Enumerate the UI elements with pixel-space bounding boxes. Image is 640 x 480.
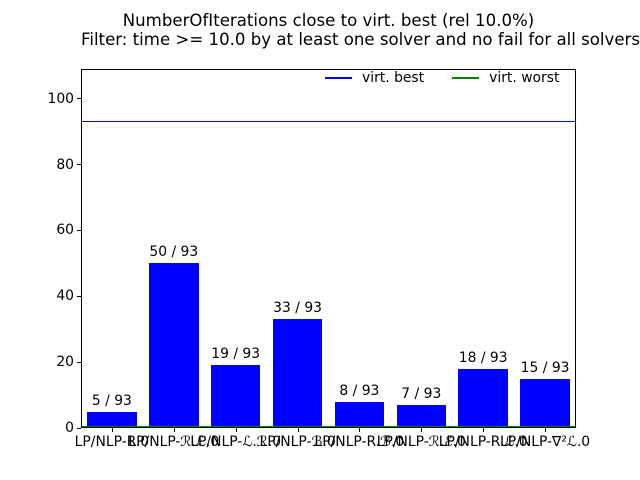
chart-title-line1: NumberOfIterations close to virt. best (… <box>122 11 535 30</box>
y-tick-label: 80 <box>56 156 74 173</box>
x-tick-label: LP/NLP-R.0 <box>74 434 150 450</box>
legend: virt. best virt. worst <box>325 69 559 87</box>
x-tick-label: LP/NLP-ℛ.ℒ.0 <box>128 434 220 450</box>
legend-item-virt-worst: virt. worst <box>452 70 559 87</box>
legend-label-virt-best: virt. best <box>362 69 425 86</box>
bar <box>149 263 199 428</box>
x-tick-label: LP/NLP-ℛ.ℰ.0 <box>376 434 466 450</box>
bar <box>272 319 323 428</box>
bar-value-label: 18 / 93 <box>458 349 508 366</box>
y-tick-mark <box>77 164 81 165</box>
chart-title-line2: Filter: time >= 10.0 by at least one sol… <box>81 30 640 49</box>
bar-value-label: 15 / 93 <box>520 359 570 376</box>
x-tick-mark <box>483 428 485 432</box>
chart-title: NumberOfIterations close to virt. best (… <box>81 11 640 49</box>
virt-worst-line-icon <box>452 77 480 79</box>
bar-value-label: 50 / 93 <box>149 244 199 261</box>
y-tick-label: 20 <box>56 354 74 371</box>
x-tick-mark <box>111 428 113 432</box>
bar <box>458 368 508 428</box>
virt-best-line-icon <box>325 77 352 79</box>
bar <box>87 411 137 428</box>
virt-worst-line <box>81 425 576 428</box>
y-tick-mark <box>77 98 81 100</box>
x-tick-label: LP/NLP-ℒ.ℛ.0 <box>190 434 282 450</box>
bar-value-label: 19 / 93 <box>211 346 261 363</box>
y-tick-mark <box>77 361 81 363</box>
bar-value-label: 5 / 93 <box>91 392 132 409</box>
bar <box>210 365 261 428</box>
bar-value-label: 8 / 93 <box>339 382 380 399</box>
y-tick-mark <box>77 229 81 231</box>
x-tick-label: LP/NLP-R.ℒ.0 <box>438 434 528 450</box>
y-tick-label: 100 <box>47 90 74 107</box>
legend-label-virt-worst: virt. worst <box>489 69 560 86</box>
x-tick-mark <box>297 428 299 432</box>
legend-item-virt-best: virt. best <box>325 70 424 87</box>
y-tick-mark <box>77 295 81 297</box>
virt-best-line <box>81 120 576 123</box>
bar <box>334 401 385 428</box>
y-tick-label: 0 <box>65 420 74 436</box>
x-tick-mark <box>235 428 237 432</box>
x-tick-mark <box>545 428 547 432</box>
bar-value-label: 33 / 93 <box>273 300 323 317</box>
bar <box>396 404 447 428</box>
x-tick-label: LP/NLP-R.ℬ.0 <box>314 434 405 450</box>
x-tick-mark <box>421 428 423 432</box>
y-tick-mark <box>77 427 81 429</box>
x-tick-label: LP/NLP-ℬ.0 <box>259 434 336 450</box>
y-tick-label: 40 <box>56 288 74 305</box>
x-tick-label: LP/NLP-∇²ℒ.0 <box>500 434 591 450</box>
bar-value-label: 7 / 93 <box>401 385 442 402</box>
x-tick-mark <box>359 428 361 432</box>
x-tick-mark <box>173 428 175 432</box>
bar <box>520 378 570 428</box>
y-tick-label: 60 <box>56 222 74 239</box>
